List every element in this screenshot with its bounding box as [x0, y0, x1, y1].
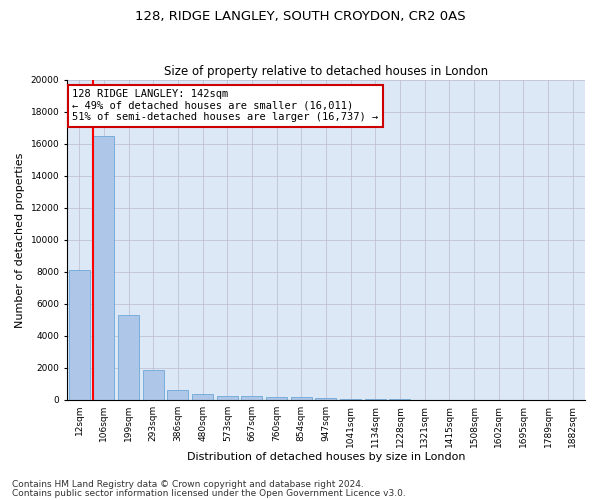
- Bar: [143, 370, 164, 400]
- X-axis label: Distribution of detached houses by size in London: Distribution of detached houses by size …: [187, 452, 465, 462]
- Text: 128, RIDGE LANGLEY, SOUTH CROYDON, CR2 0AS: 128, RIDGE LANGLEY, SOUTH CROYDON, CR2 0…: [134, 10, 466, 23]
- Bar: [118, 315, 139, 400]
- Title: Size of property relative to detached houses in London: Size of property relative to detached ho…: [164, 66, 488, 78]
- Bar: [192, 394, 213, 400]
- Text: Contains public sector information licensed under the Open Government Licence v3: Contains public sector information licen…: [12, 488, 406, 498]
- Bar: [316, 398, 337, 400]
- Text: Contains HM Land Registry data © Crown copyright and database right 2024.: Contains HM Land Registry data © Crown c…: [12, 480, 364, 489]
- Y-axis label: Number of detached properties: Number of detached properties: [15, 152, 25, 328]
- Bar: [340, 399, 361, 400]
- Text: 128 RIDGE LANGLEY: 142sqm
← 49% of detached houses are smaller (16,011)
51% of s: 128 RIDGE LANGLEY: 142sqm ← 49% of detac…: [72, 90, 379, 122]
- Bar: [266, 397, 287, 400]
- Bar: [167, 390, 188, 400]
- Bar: [69, 270, 90, 400]
- Bar: [291, 397, 312, 400]
- Bar: [217, 396, 238, 400]
- Bar: [241, 396, 262, 400]
- Bar: [94, 136, 115, 400]
